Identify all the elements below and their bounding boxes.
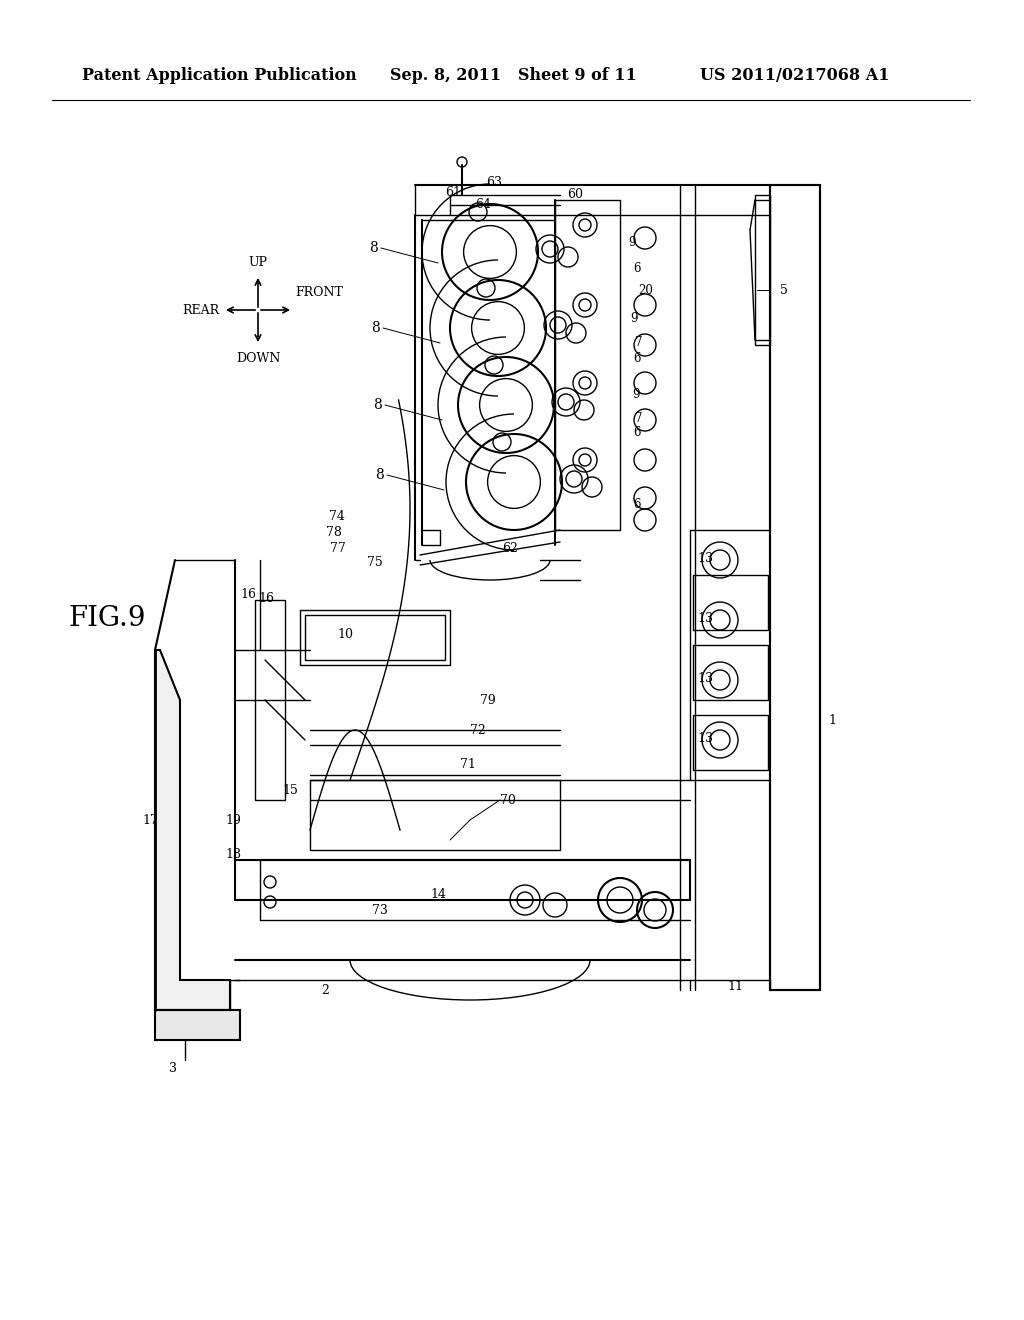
Text: 6: 6 <box>633 499 640 511</box>
Text: 20: 20 <box>638 284 653 297</box>
Text: 18: 18 <box>225 849 241 862</box>
Text: 15: 15 <box>282 784 298 796</box>
Text: 8: 8 <box>372 321 380 335</box>
Text: 5: 5 <box>780 284 787 297</box>
Text: 16: 16 <box>258 591 274 605</box>
Text: FRONT: FRONT <box>295 286 343 300</box>
Polygon shape <box>155 1010 240 1040</box>
Text: 71: 71 <box>460 759 476 771</box>
Text: 1: 1 <box>828 714 836 726</box>
Text: 75: 75 <box>368 556 383 569</box>
Text: 13: 13 <box>697 731 713 744</box>
Polygon shape <box>155 649 230 1010</box>
Text: UP: UP <box>249 256 267 268</box>
Text: Sep. 8, 2011   Sheet 9 of 11: Sep. 8, 2011 Sheet 9 of 11 <box>390 66 637 83</box>
Bar <box>300 610 450 665</box>
Bar <box>255 601 285 800</box>
Text: 77: 77 <box>331 541 346 554</box>
Text: 9: 9 <box>630 312 638 325</box>
Text: 63: 63 <box>486 176 502 189</box>
Text: US 2011/0217068 A1: US 2011/0217068 A1 <box>700 66 890 83</box>
Text: 17: 17 <box>142 813 158 826</box>
Text: 78: 78 <box>326 525 342 539</box>
Text: 13: 13 <box>697 611 713 624</box>
Text: 60: 60 <box>567 189 583 202</box>
Text: 8: 8 <box>370 242 378 255</box>
Bar <box>693 645 768 700</box>
Bar <box>693 576 768 630</box>
Text: 70: 70 <box>500 793 516 807</box>
Text: 9: 9 <box>632 388 640 401</box>
Polygon shape <box>770 185 820 990</box>
Text: 62: 62 <box>502 541 518 554</box>
Text: 8: 8 <box>375 469 384 482</box>
Bar <box>693 715 768 770</box>
Text: 7: 7 <box>635 335 642 348</box>
Text: 9: 9 <box>628 235 636 248</box>
Text: 16: 16 <box>240 589 256 602</box>
Text: 11: 11 <box>727 981 743 994</box>
Text: 3: 3 <box>169 1061 177 1074</box>
Text: 2: 2 <box>322 983 329 997</box>
Text: 6: 6 <box>633 351 640 364</box>
Text: 14: 14 <box>430 888 446 902</box>
Text: REAR: REAR <box>182 304 219 317</box>
Text: 64: 64 <box>475 198 490 211</box>
Text: FIG.9: FIG.9 <box>68 605 145 631</box>
Text: 7: 7 <box>635 412 642 425</box>
Text: 13: 13 <box>697 552 713 565</box>
Text: 6: 6 <box>633 425 640 438</box>
Text: 19: 19 <box>225 813 241 826</box>
Bar <box>755 195 770 345</box>
Text: 10: 10 <box>337 628 353 642</box>
Bar <box>310 780 560 850</box>
Text: 13: 13 <box>697 672 713 685</box>
Text: 79: 79 <box>480 693 496 706</box>
Text: DOWN: DOWN <box>236 351 281 364</box>
Text: 61: 61 <box>445 186 461 198</box>
Text: 73: 73 <box>372 903 388 916</box>
Text: 6: 6 <box>633 261 640 275</box>
Text: 74: 74 <box>329 510 345 523</box>
Text: 72: 72 <box>470 723 485 737</box>
Text: Patent Application Publication: Patent Application Publication <box>82 66 356 83</box>
Text: 8: 8 <box>374 399 382 412</box>
Bar <box>305 615 445 660</box>
